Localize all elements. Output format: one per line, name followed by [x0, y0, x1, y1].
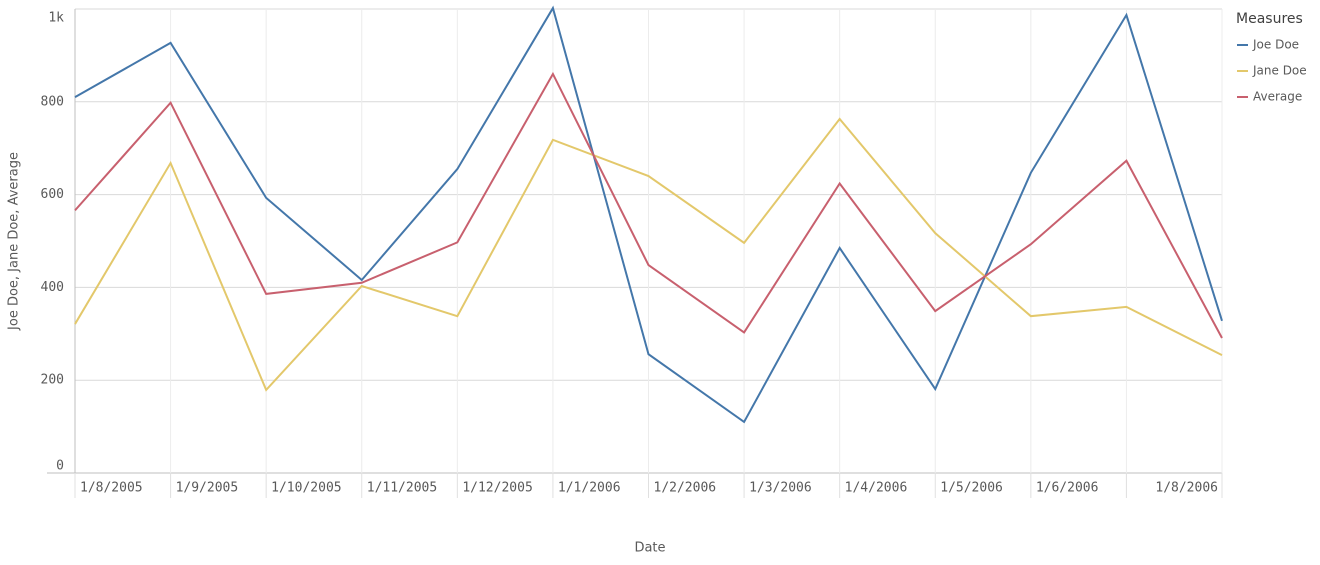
- legend-label: Jane Doe: [1252, 64, 1307, 78]
- legend-label: Average: [1253, 90, 1302, 104]
- x-tick-label: 1/1/2006: [558, 481, 621, 496]
- x-tick-label: 1/5/2006: [940, 481, 1003, 496]
- x-tick-label: 1/2/2006: [654, 481, 717, 496]
- x-tick-label: 1/12/2005: [462, 481, 532, 496]
- y-axis-title: Joe Doe, Jane Doe, Average: [7, 152, 22, 331]
- x-tick-label: 1/8/2005: [80, 481, 143, 496]
- series-line: [74, 71, 1223, 339]
- x-tick-label: 1/10/2005: [271, 481, 341, 496]
- x-tick-label: 1/6/2006: [1036, 481, 1099, 496]
- legend-label: Joe Doe: [1252, 38, 1299, 52]
- y-tick-label: 800: [41, 94, 64, 109]
- legend-title: Measures: [1236, 11, 1303, 27]
- x-tick-label: 1/11/2005: [367, 481, 437, 496]
- y-tick-label: 400: [41, 280, 64, 295]
- y-tick-label: 600: [41, 187, 64, 202]
- x-tick-label: 1/3/2006: [749, 481, 812, 496]
- x-tick-label: 1/8/2006: [1155, 481, 1218, 496]
- series-line: [74, 117, 1223, 392]
- x-tick-label: 1/9/2005: [176, 481, 239, 496]
- y-tick-label: 200: [41, 373, 64, 388]
- y-tick-label: 1k: [48, 11, 64, 26]
- y-tick-label: 0: [56, 459, 64, 474]
- x-tick-label: 1/4/2006: [845, 481, 908, 496]
- series-line: [74, 5, 1223, 424]
- x-axis-title: Date: [634, 541, 665, 556]
